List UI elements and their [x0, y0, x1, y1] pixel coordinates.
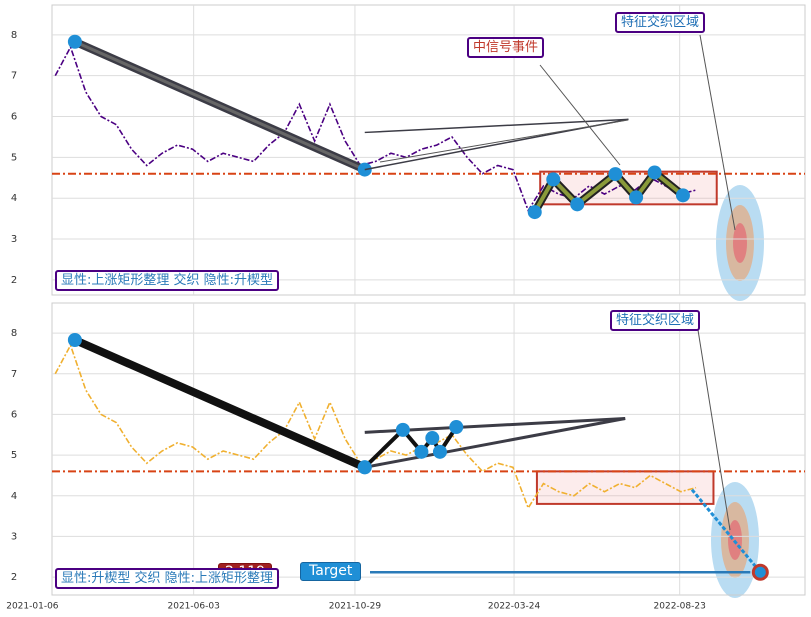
- pattern-point: [414, 444, 429, 459]
- trend-line: [70, 336, 369, 472]
- zone-inner: [733, 223, 747, 263]
- trend-highlight: [74, 40, 366, 171]
- y-tick-label: 4: [11, 193, 17, 204]
- y-tick-label: 2: [11, 275, 17, 286]
- y-tick-label: 8: [11, 30, 17, 41]
- trend-point: [67, 34, 82, 49]
- pattern-point: [647, 165, 662, 180]
- y-tick-label: 5: [11, 450, 17, 461]
- wedge-line: [364, 417, 626, 469]
- y-tick-label: 2: [11, 572, 17, 583]
- price-line: [54, 343, 697, 510]
- plot-frame: [51, 302, 806, 596]
- y-tick-label: 4: [11, 491, 17, 502]
- y-tick-label: 5: [11, 152, 17, 163]
- pattern-point: [570, 197, 585, 212]
- x-tick-label: 2022-08-23: [654, 602, 706, 612]
- pattern-label: 显性:升楔型 交织 隐性:上涨矩形整理: [55, 568, 280, 589]
- pattern-point: [675, 188, 690, 203]
- annotation: 特征交织区域: [615, 12, 706, 33]
- pattern-point: [608, 167, 623, 182]
- pattern-point: [629, 190, 644, 205]
- y-tick-label: 3: [11, 531, 17, 542]
- pattern-point: [357, 460, 372, 475]
- pattern-point: [527, 205, 542, 220]
- target-label: Target: [300, 562, 362, 582]
- callout-arrow: [539, 64, 621, 166]
- y-tick-label: 3: [11, 234, 17, 245]
- x-tick-label: 2021-06-03: [168, 602, 220, 612]
- pattern-point: [395, 422, 410, 437]
- pattern-box: [535, 470, 715, 505]
- x-tick-label: 2021-01-06: [6, 602, 59, 612]
- y-tick-label: 6: [11, 409, 17, 420]
- plot-frame: [51, 4, 806, 296]
- annotation: 特征交织区域: [610, 310, 701, 331]
- callout-arrow: [697, 329, 731, 531]
- annotation: 中信号事件: [467, 37, 545, 58]
- trend-point: [67, 333, 82, 348]
- pattern-point: [432, 444, 447, 459]
- y-tick-label: 8: [11, 328, 17, 339]
- y-tick-label: 7: [11, 369, 17, 380]
- x-tick-label: 2022-03-24: [488, 602, 541, 612]
- y-tick-label: 6: [11, 112, 17, 123]
- wedge-line: [364, 118, 629, 134]
- callout-arrow: [379, 119, 629, 163]
- price-line: [54, 45, 697, 213]
- target-point: [751, 563, 769, 581]
- pattern-label: 显性:上涨矩形整理 交织 隐性:升楔型: [55, 270, 280, 291]
- y-tick-label: 7: [11, 71, 17, 82]
- callout-arrow: [699, 34, 736, 231]
- pattern-point: [425, 431, 440, 446]
- pattern-point: [449, 420, 464, 435]
- x-tick-label: 2021-10-29: [329, 602, 382, 612]
- pattern-point: [546, 172, 561, 187]
